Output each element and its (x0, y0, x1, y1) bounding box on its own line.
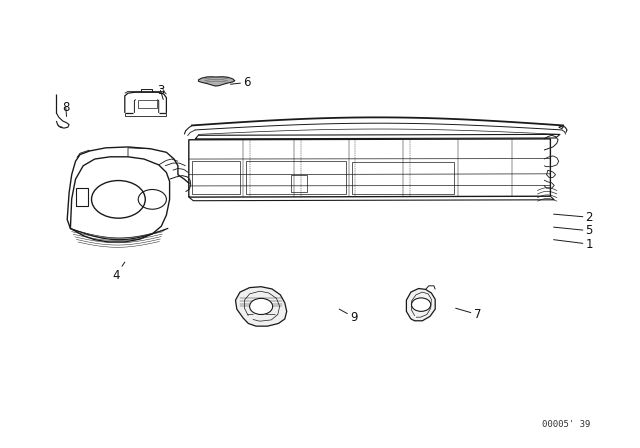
Text: 5: 5 (554, 224, 593, 237)
Text: 6: 6 (230, 76, 251, 89)
Text: 8: 8 (62, 101, 70, 116)
Polygon shape (236, 287, 287, 326)
Text: 4: 4 (112, 262, 125, 282)
Circle shape (250, 298, 273, 314)
Circle shape (412, 298, 431, 311)
Text: 2: 2 (554, 211, 593, 224)
Text: 00005' 39: 00005' 39 (542, 420, 591, 429)
Polygon shape (406, 289, 435, 321)
Text: 7: 7 (456, 308, 481, 321)
Text: 3: 3 (157, 84, 164, 99)
Text: 1: 1 (554, 237, 593, 251)
Text: 9: 9 (339, 309, 358, 324)
Polygon shape (198, 77, 235, 86)
